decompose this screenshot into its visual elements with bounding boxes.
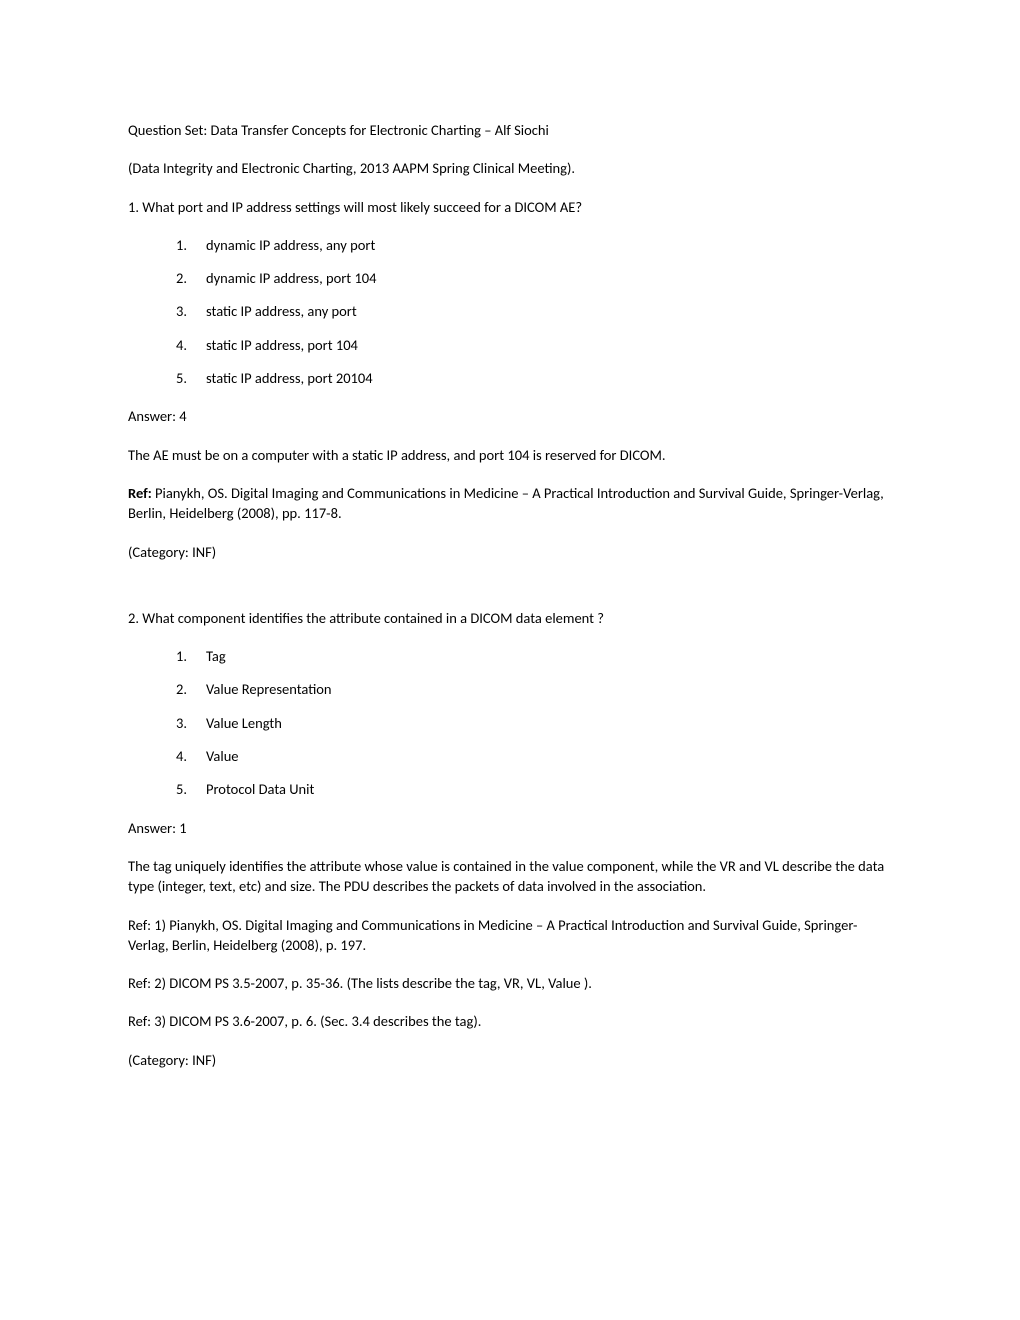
q2-explanation: The tag uniquely identifies the attribut… bbox=[128, 856, 892, 897]
list-item: 3. Value Length bbox=[128, 713, 892, 733]
subtitle-line: (Data Integrity and Electronic Charting,… bbox=[128, 158, 892, 178]
option-number: 1. bbox=[176, 646, 206, 666]
option-text: dynamic IP address, port 104 bbox=[206, 268, 377, 288]
option-number: 3. bbox=[176, 301, 206, 321]
q2-ref1: Ref: 1) Pianykh, OS. Digital Imaging and… bbox=[128, 915, 892, 956]
option-text: static IP address, port 20104 bbox=[206, 368, 373, 388]
q2-question: 2. What component identifies the attribu… bbox=[128, 608, 892, 628]
option-number: 5. bbox=[176, 368, 206, 388]
list-item: 5. static IP address, port 20104 bbox=[128, 368, 892, 388]
q2-ref2: Ref: 2) DICOM PS 3.5-2007, p. 35-36. (Th… bbox=[128, 973, 892, 993]
q1-question: 1. What port and IP address settings wil… bbox=[128, 197, 892, 217]
q1-options: 1. dynamic IP address, any port 2. dynam… bbox=[128, 235, 892, 388]
list-item: 3. static IP address, any port bbox=[128, 301, 892, 321]
title-line: Question Set: Data Transfer Concepts for… bbox=[128, 120, 892, 140]
option-text: Value bbox=[206, 746, 239, 766]
list-item: 1. dynamic IP address, any port bbox=[128, 235, 892, 255]
option-text: Value Length bbox=[206, 713, 282, 733]
option-number: 2. bbox=[176, 268, 206, 288]
option-number: 1. bbox=[176, 235, 206, 255]
option-number: 3. bbox=[176, 713, 206, 733]
ref-text: Pianykh, OS. Digital Imaging and Communi… bbox=[128, 484, 884, 522]
ref-label: Ref: bbox=[128, 484, 155, 502]
q2-category: (Category: INF) bbox=[128, 1050, 892, 1070]
list-item: 2. dynamic IP address, port 104 bbox=[128, 268, 892, 288]
option-text: Tag bbox=[206, 646, 226, 666]
list-item: 1. Tag bbox=[128, 646, 892, 666]
option-text: dynamic IP address, any port bbox=[206, 235, 375, 255]
option-number: 4. bbox=[176, 335, 206, 355]
q2-ref3: Ref: 3) DICOM PS 3.6-2007, p. 6. (Sec. 3… bbox=[128, 1011, 892, 1031]
list-item: 5. Protocol Data Unit bbox=[128, 779, 892, 799]
list-item: 4. static IP address, port 104 bbox=[128, 335, 892, 355]
q1-explanation: The AE must be on a computer with a stat… bbox=[128, 445, 892, 465]
q1-answer: Answer: 4 bbox=[128, 406, 892, 426]
q1-reference: Ref: Pianykh, OS. Digital Imaging and Co… bbox=[128, 483, 892, 524]
list-item: 4. Value bbox=[128, 746, 892, 766]
option-number: 2. bbox=[176, 679, 206, 699]
option-text: static IP address, any port bbox=[206, 301, 357, 321]
option-text: Protocol Data Unit bbox=[206, 779, 314, 799]
q1-category: (Category: INF) bbox=[128, 542, 892, 562]
section-spacer bbox=[128, 580, 892, 608]
list-item: 2. Value Representation bbox=[128, 679, 892, 699]
option-text: static IP address, port 104 bbox=[206, 335, 358, 355]
q2-answer: Answer: 1 bbox=[128, 818, 892, 838]
option-number: 5. bbox=[176, 779, 206, 799]
option-text: Value Representation bbox=[206, 679, 332, 699]
option-number: 4. bbox=[176, 746, 206, 766]
q2-options: 1. Tag 2. Value Representation 3. Value … bbox=[128, 646, 892, 799]
